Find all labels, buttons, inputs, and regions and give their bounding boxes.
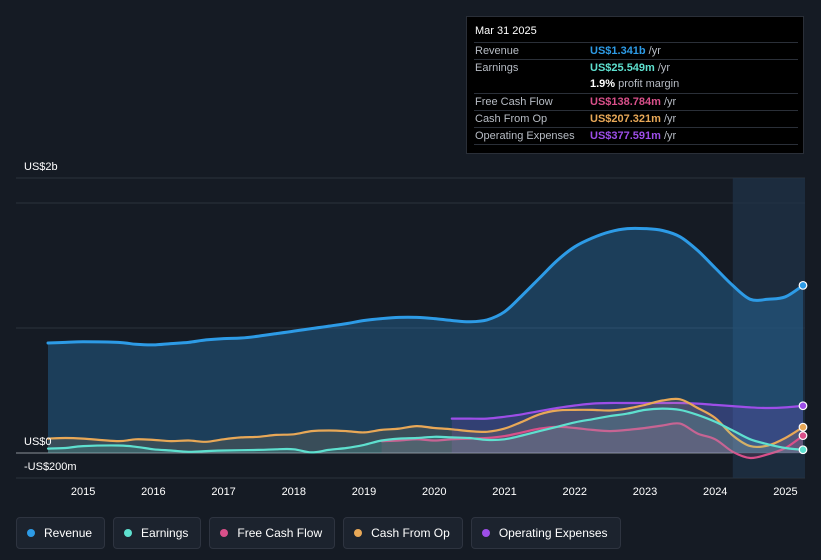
x-tick-2024: 2024 bbox=[703, 486, 727, 498]
tooltip-profit-margin: 1.9% profit margin bbox=[590, 78, 680, 90]
x-tick-2015: 2015 bbox=[71, 486, 95, 498]
tooltip-label: Revenue bbox=[475, 45, 520, 57]
legend-item-operating-expenses[interactable]: Operating Expenses bbox=[470, 517, 621, 549]
tooltip-row-operating-expenses: Operating Expenses US$377.591m/yr bbox=[474, 127, 798, 145]
legend-label: Free Cash Flow bbox=[237, 526, 323, 540]
x-tick-2016: 2016 bbox=[141, 486, 165, 498]
revenue-dot-icon bbox=[27, 529, 35, 537]
x-tick-2025: 2025 bbox=[773, 486, 797, 498]
free-cash-flow-dot-icon bbox=[220, 529, 229, 537]
tooltip-label: Cash From Op bbox=[475, 113, 548, 125]
x-axis-ticks: 2015 2016 2017 2018 2019 2020 2021 2022 2023 2024… bbox=[71, 486, 798, 498]
tooltip-label: Earnings bbox=[475, 62, 519, 74]
cash-from-op-endpoint bbox=[798, 422, 808, 432]
y-axis-label-top: US$2b bbox=[24, 161, 58, 173]
y-axis-label-bottom: -US$200m bbox=[24, 461, 77, 473]
x-tick-2018: 2018 bbox=[282, 486, 306, 498]
operating-expenses-line bbox=[450, 401, 805, 420]
earnings-line bbox=[46, 407, 805, 454]
series-layer bbox=[46, 226, 808, 460]
y-axis-label-zero: US$0 bbox=[24, 436, 52, 448]
revenue-area bbox=[48, 228, 803, 453]
x-tick-2019: 2019 bbox=[352, 486, 376, 498]
free-cash-flow-endpoint bbox=[798, 431, 808, 441]
tooltip-row-profit-margin: 1.9% profit margin bbox=[474, 76, 798, 93]
tooltip-label: Operating Expenses bbox=[475, 130, 575, 142]
x-tick-2021: 2021 bbox=[492, 486, 516, 498]
tooltip-row-earnings: Earnings US$25.549m/yr bbox=[474, 59, 798, 77]
tooltip-value: US$377.591m/yr bbox=[590, 130, 677, 142]
x-tick-2017: 2017 bbox=[211, 486, 235, 498]
tooltip-bottom-divider bbox=[474, 144, 798, 145]
tooltip-value: US$207.321m/yr bbox=[590, 113, 677, 125]
x-tick-2023: 2023 bbox=[633, 486, 657, 498]
tooltip-value: US$1.341b/yr bbox=[590, 45, 661, 57]
earnings-endpoint bbox=[798, 445, 808, 455]
earnings-area bbox=[48, 408, 803, 453]
free-cash-flow-line bbox=[380, 422, 805, 460]
free-cash-flow-area bbox=[381, 423, 803, 459]
cash-from-op-area bbox=[48, 398, 803, 453]
revenue-endpoint bbox=[798, 280, 808, 290]
legend-label: Cash From Op bbox=[371, 526, 450, 540]
tooltip-date: Mar 31 2025 bbox=[475, 25, 537, 37]
tooltip-row-revenue: Revenue US$1.341b/yr bbox=[474, 42, 798, 60]
past-period-shade bbox=[732, 178, 805, 478]
legend-item-earnings[interactable]: Earnings bbox=[113, 517, 202, 549]
cash-from-op-line bbox=[46, 397, 805, 449]
tooltip-label: Free Cash Flow bbox=[475, 96, 553, 108]
cash-from-op-dot-icon bbox=[354, 529, 363, 537]
legend-label: Operating Expenses bbox=[498, 526, 608, 540]
x-tick-2022: 2022 bbox=[563, 486, 587, 498]
legend-item-cash-from-op[interactable]: Cash From Op bbox=[343, 517, 463, 549]
operating-expenses-endpoint bbox=[798, 401, 808, 411]
operating-expenses-dot-icon bbox=[481, 529, 490, 537]
data-tooltip: Mar 31 2025 Revenue US$1.341b/yr Earning… bbox=[466, 16, 804, 154]
tooltip-value: US$138.784m/yr bbox=[590, 96, 677, 108]
revenue-line bbox=[46, 226, 805, 347]
legend-label: Revenue bbox=[44, 526, 93, 540]
x-tick-2020: 2020 bbox=[422, 486, 446, 498]
legend-item-revenue[interactable]: Revenue bbox=[16, 517, 106, 549]
tooltip-row-free-cash-flow: Free Cash Flow US$138.784m/yr bbox=[474, 93, 798, 111]
legend-item-free-cash-flow[interactable]: Free Cash Flow bbox=[209, 517, 336, 549]
tooltip-value: US$25.549m/yr bbox=[590, 62, 671, 74]
legend-label: Earnings bbox=[141, 526, 189, 540]
earnings-dot-icon bbox=[124, 529, 133, 537]
gridlines bbox=[16, 177, 805, 479]
tooltip-row-cash-from-op: Cash From Op US$207.321m/yr bbox=[474, 110, 798, 128]
chart-legend: Revenue Earnings Free Cash Flow Cash Fro… bbox=[16, 517, 629, 549]
chart-area: US$2b US$0 -US$200m 2015 2016 2017 2018 2019… bbox=[16, 161, 808, 498]
